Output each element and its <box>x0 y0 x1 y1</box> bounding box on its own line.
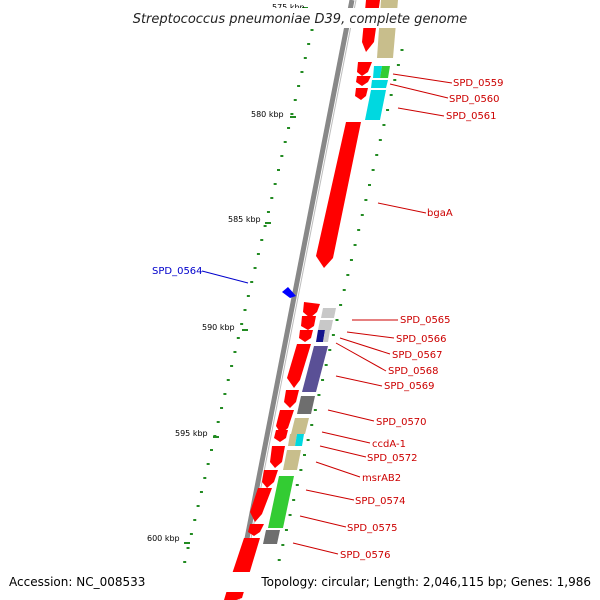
gene-arrow-0565[interactable] <box>303 302 320 318</box>
cog-bar-0559a[interactable] <box>373 66 382 78</box>
label-leader-0564 <box>201 270 249 284</box>
tick-label-595: 595 kbp <box>175 429 208 438</box>
cog-bar-0572b[interactable] <box>295 434 304 446</box>
gene-label-spd0566[interactable]: SPD_0566 <box>396 334 447 345</box>
cog-bar-0559b[interactable] <box>380 66 390 78</box>
gene-arrow-0568[interactable] <box>287 344 311 388</box>
gene-label-spd0561[interactable]: SPD_0561 <box>446 111 497 122</box>
gene-label-spd0569[interactable]: SPD_0569 <box>384 381 435 392</box>
footer-backdrop <box>4 572 596 592</box>
cog-bar-ccdA[interactable] <box>291 418 309 434</box>
gene-arrow-0559[interactable] <box>357 62 372 76</box>
gene-arrow-0570b[interactable] <box>276 410 294 434</box>
accession-text: Accession: NC_008533 <box>9 575 145 589</box>
gene-label-spd0574[interactable]: SPD_0574 <box>355 496 406 507</box>
tick-label-600: 600 kbp <box>147 534 180 543</box>
map-title: Streptococcus pneumoniae D39, complete g… <box>133 12 468 27</box>
gene-label-spd0570[interactable]: SPD_0570 <box>376 417 427 428</box>
gene-label-spd0564[interactable]: SPD_0564 <box>152 266 203 277</box>
gene-arrow-0570a[interactable] <box>284 390 299 408</box>
tick-label-590: 590 kbp <box>202 323 235 332</box>
gene-arrow-bgaA[interactable] <box>316 122 361 268</box>
gene-arrow-0575[interactable] <box>248 524 264 536</box>
gene-label-spd0559[interactable]: SPD_0559 <box>453 78 504 89</box>
forward-genes <box>224 0 380 600</box>
gene-label-bgaA[interactable]: bgaA <box>427 208 453 219</box>
cog-bar-0565[interactable] <box>321 308 336 318</box>
gene-arrow-ccdA[interactable] <box>274 430 288 442</box>
gene-label-msrAB2[interactable]: msrAB2 <box>362 473 401 484</box>
tick-label-585: 585 kbp <box>228 215 261 224</box>
cog-bar-0560[interactable] <box>371 80 388 88</box>
gene-arrow-msrAB2[interactable] <box>262 470 278 488</box>
topology-text: Topology: circular; Length: 2,046,115 bp… <box>260 575 591 589</box>
gene-label-spd0572[interactable]: SPD_0572 <box>367 453 418 464</box>
cog-bar-0572a[interactable] <box>288 434 297 446</box>
label-leaders <box>292 73 453 555</box>
gene-arrow-0560[interactable] <box>356 76 371 86</box>
gene-label-spd0575[interactable]: SPD_0575 <box>347 523 398 534</box>
title-backdrop <box>120 8 482 28</box>
gene-label-spd0560[interactable]: SPD_0560 <box>449 94 500 105</box>
gene-arrow-0566[interactable] <box>301 316 316 330</box>
cog-bar-0561[interactable] <box>365 90 386 120</box>
gene-arrow-0567[interactable] <box>299 330 313 342</box>
cog-bar-0567b[interactable] <box>323 330 330 342</box>
tick-label-580: 580 kbp <box>251 110 284 119</box>
cog-bar-0570[interactable] <box>297 396 315 414</box>
gene-label-spd0567[interactable]: SPD_0567 <box>392 350 443 361</box>
cog-bar-0574[interactable] <box>268 476 294 528</box>
cog-bar-0567[interactable] <box>316 330 325 342</box>
gene-arrow-0564[interactable] <box>282 287 296 298</box>
gene-label-spd0565[interactable]: SPD_0565 <box>400 315 451 326</box>
tick-label-575: 575 kbp <box>272 3 305 12</box>
gene-label-ccdA1[interactable]: ccdA-1 <box>372 439 406 450</box>
cog-bar-msrAB2[interactable] <box>283 450 301 470</box>
gene-label-spd0568[interactable]: SPD_0568 <box>388 366 439 377</box>
cog-bar-0576[interactable] <box>263 530 280 544</box>
cog-bar-0568[interactable] <box>302 346 328 392</box>
gene-arrow-0572[interactable] <box>270 446 285 468</box>
gene-arrow-0574[interactable] <box>250 488 272 522</box>
cog-bar-0566[interactable] <box>318 320 333 330</box>
gene-arrow-0561[interactable] <box>355 88 368 100</box>
gene-label-spd0576[interactable]: SPD_0576 <box>340 550 391 561</box>
gc-skew-track-left <box>176 29 314 591</box>
